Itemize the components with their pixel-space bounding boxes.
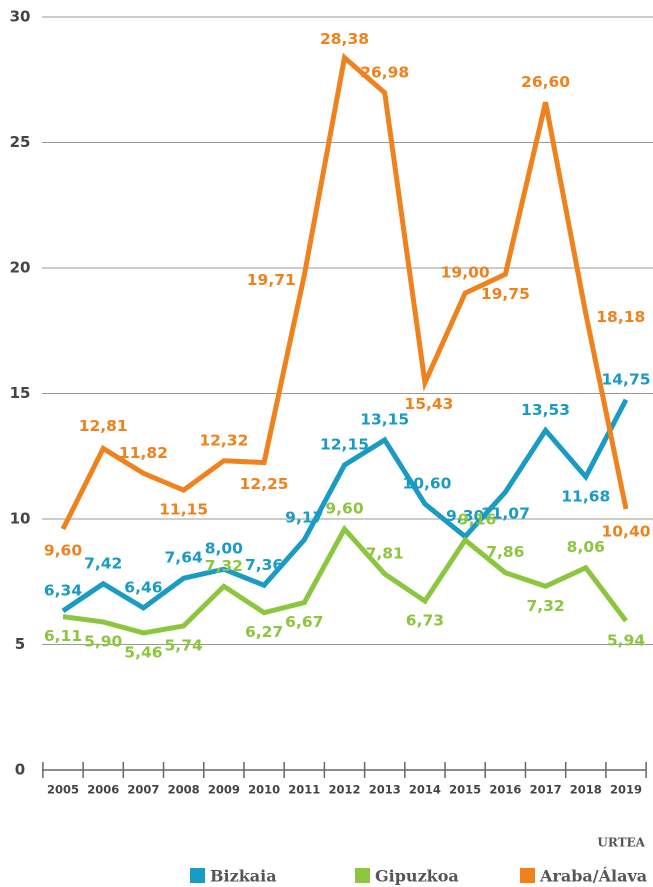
value-label: 8,06 <box>567 538 605 556</box>
x-tick-label: 2010 <box>248 783 280 797</box>
value-label: 26,60 <box>521 73 570 91</box>
legend-swatch <box>190 868 205 883</box>
value-label: 12,32 <box>199 431 248 449</box>
value-label: 7,42 <box>84 554 122 572</box>
x-tick-label: 2011 <box>288 783 320 797</box>
value-label: 5,90 <box>84 632 122 650</box>
value-label: 12,81 <box>79 417 128 435</box>
value-label: 6,11 <box>44 627 82 645</box>
value-label: 8,00 <box>205 540 243 558</box>
y-tick-label: 10 <box>10 510 31 528</box>
line-1 <box>62 524 628 636</box>
value-label: 11,82 <box>119 444 168 462</box>
y-tick-label: 25 <box>10 133 31 151</box>
line-0 <box>61 398 629 613</box>
x-tick-label: 2018 <box>570 783 602 797</box>
x-tick-label: 2015 <box>449 783 481 797</box>
value-label: 28,38 <box>320 30 369 48</box>
y-tick-label: 5 <box>15 635 25 653</box>
y-tick-label: 0 <box>15 761 25 779</box>
x-tick-label: 2016 <box>489 783 521 797</box>
value-label: 7,81 <box>366 544 404 562</box>
value-label: 7,36 <box>245 556 283 574</box>
value-label: 14,75 <box>601 370 650 388</box>
x-axis-label: URTEA <box>597 836 645 850</box>
line-2 <box>60 52 629 531</box>
value-label: 5,94 <box>607 631 645 649</box>
value-label: 9,60 <box>44 542 82 560</box>
x-tick-label: 2017 <box>530 783 562 797</box>
value-label: 9,30 <box>446 507 484 525</box>
value-label: 9,60 <box>325 500 363 518</box>
x-tick-label: 2006 <box>87 783 119 797</box>
value-label: 10,40 <box>601 522 650 540</box>
value-label: 9,16 <box>458 511 496 529</box>
x-tick-label: 2008 <box>168 783 200 797</box>
value-label: 11,68 <box>561 487 610 505</box>
value-label: 7,86 <box>486 543 524 561</box>
value-label: 26,98 <box>360 63 409 81</box>
value-label: 6,34 <box>44 581 82 599</box>
value-label: 9,17 <box>285 508 323 526</box>
value-label: 15,43 <box>404 395 453 413</box>
value-label: 13,53 <box>521 401 570 419</box>
value-label: 13,15 <box>360 410 409 428</box>
y-tick-label: 15 <box>10 384 31 402</box>
y-tick-label: 30 <box>10 8 31 26</box>
x-tick-label: 2019 <box>610 783 642 797</box>
value-label: 6,67 <box>285 613 323 631</box>
value-label: 18,18 <box>596 308 645 326</box>
x-tick-label: 2012 <box>328 783 360 797</box>
value-label: 19,00 <box>441 264 490 282</box>
x-tick-label: 2009 <box>208 783 240 797</box>
legend-label: Bizkaia <box>210 867 277 886</box>
x-tick-label: 2007 <box>127 783 159 797</box>
x-tick-label: 2005 <box>47 783 79 797</box>
value-label: 12,15 <box>320 436 369 454</box>
value-label: 12,25 <box>240 475 289 493</box>
value-label: 7,64 <box>165 549 203 567</box>
legend-label: Araba/Álava <box>539 866 647 886</box>
legend-label: Gipuzkoa <box>375 867 459 886</box>
x-tick-label: 2014 <box>409 783 441 797</box>
value-label: 5,46 <box>124 643 162 661</box>
y-tick-label: 20 <box>10 259 31 277</box>
value-label: 19,71 <box>247 271 296 289</box>
legend-swatch <box>520 868 535 883</box>
value-label: 11,15 <box>159 501 208 519</box>
value-label: 6,27 <box>245 623 283 641</box>
x-tick-label: 2013 <box>369 783 401 797</box>
value-label: 19,75 <box>481 285 530 303</box>
value-label: 5,74 <box>165 636 203 654</box>
value-label: 7,32 <box>205 557 243 575</box>
value-label: 6,73 <box>406 612 444 630</box>
value-label: 6,46 <box>124 578 162 596</box>
value-label: 10,60 <box>402 474 451 492</box>
value-label: 7,32 <box>526 597 564 615</box>
legend-swatch <box>355 868 370 883</box>
value-label: 11,07 <box>481 505 530 523</box>
